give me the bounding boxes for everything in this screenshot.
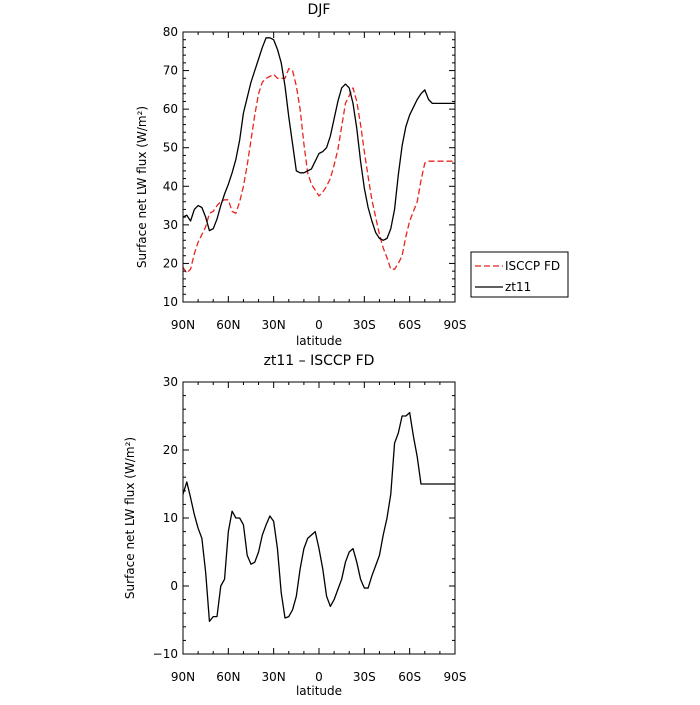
djf-y-tick-label: 80 [163, 25, 178, 39]
panel-djf: DJF latitude Surface net LW flux (W/m²) … [135, 2, 466, 348]
djf-y-tick-label: 60 [163, 102, 178, 116]
djf-y-tick-label: 10 [163, 295, 178, 309]
djf-series-line-1 [182, 37, 455, 241]
legend: ISCCP FD zt11 [470, 251, 569, 298]
diff-x-tick-label: 0 [315, 670, 323, 684]
djf-x-tick-label: 60S [398, 318, 421, 332]
panel-diff-xlabel: latitude [296, 684, 342, 698]
diff-x-tick-label: 60S [398, 670, 421, 684]
diff-y-tick-label: 10 [163, 511, 178, 525]
djf-y-tick-label: 20 [163, 256, 178, 270]
djf-x-tick-label: 30N [262, 318, 286, 332]
djf-x-tick-label: 60N [216, 318, 240, 332]
legend-label-isccp: ISCCP FD [505, 259, 560, 273]
djf-y-tick-label: 50 [163, 141, 178, 155]
djf-series-line-0 [182, 67, 455, 274]
diff-x-tick-label: 30N [262, 670, 286, 684]
diff-y-tick-label: 20 [163, 443, 178, 457]
diff-y-tick-label: 0 [170, 579, 178, 593]
djf-y-tick-label: 40 [163, 179, 178, 193]
legend-box [470, 251, 569, 298]
legend-label-zt11: zt11 [505, 280, 531, 294]
diff-x-tick-label: 60N [216, 670, 240, 684]
djf-x-tick-label: 90S [444, 318, 467, 332]
diff-series-line-0 [182, 411, 455, 623]
djf-x-tick-label: 0 [315, 318, 323, 332]
diff-x-tick-label: 90S [444, 670, 467, 684]
djf-x-tick-label: 90N [171, 318, 195, 332]
panel-diff-title: zt11 – ISCCP FD [264, 353, 375, 369]
djf-x-tick-label: 30S [353, 318, 376, 332]
diff-y-tick-label: 30 [163, 375, 178, 389]
panel-diff-ylabel: Surface net LW flux (W/m²) [123, 437, 137, 599]
panel-diff: zt11 – ISCCP FD latitude Surface net LW … [123, 353, 466, 698]
diff-y-tick-label: −10 [153, 647, 178, 661]
panel-djf-xlabel: latitude [296, 334, 342, 348]
diff-x-tick-label: 90N [171, 670, 195, 684]
panel-djf-title: DJF [308, 2, 331, 18]
djf-y-tick-label: 30 [163, 218, 178, 232]
djf-y-tick-label: 70 [163, 64, 178, 78]
panel-djf-ylabel: Surface net LW flux (W/m²) [135, 106, 149, 268]
diff-x-tick-label: 30S [353, 670, 376, 684]
